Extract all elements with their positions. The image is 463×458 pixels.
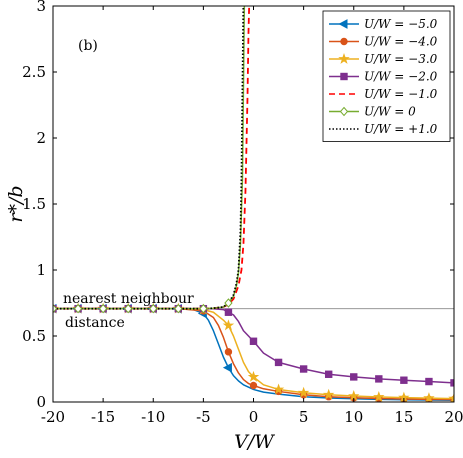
y-tick-label: 0: [36, 393, 46, 411]
x-axis-label: V/W: [234, 431, 275, 453]
y-axis-label: r*/b: [5, 185, 27, 222]
x-tick-label: 5: [299, 408, 309, 426]
y-tick-label: 3: [36, 0, 46, 15]
legend-marker: [340, 37, 348, 46]
x-tick-label: 10: [344, 408, 363, 426]
data-point: [299, 365, 308, 373]
y-tick-label: 1.5: [22, 195, 46, 213]
data-point: [448, 392, 454, 402]
reference-label-above: nearest neighbour: [63, 291, 194, 307]
data-point: [53, 303, 58, 314]
series-line-6: [53, 6, 245, 310]
data-point: [222, 362, 232, 373]
data-point: [324, 370, 333, 378]
data-point: [98, 303, 108, 314]
data-point: [224, 298, 233, 308]
data-point: [348, 390, 360, 401]
data-point: [247, 370, 260, 382]
x-tick-label: 0: [249, 408, 259, 426]
data-point: [249, 337, 258, 345]
data-point: [373, 390, 385, 402]
x-tick-label: 20: [444, 408, 463, 426]
data-point: [274, 358, 283, 367]
legend-entry: U/W = 0: [364, 105, 416, 119]
y-tick-label: 0.5: [22, 327, 46, 345]
data-point: [199, 303, 208, 314]
legend-entry: U/W = −1.0: [364, 87, 438, 101]
x-tick-label: -10: [141, 408, 165, 426]
data-point: [149, 303, 158, 314]
legend-marker: [338, 52, 350, 64]
legend-entry: U/W = −2.0: [364, 70, 438, 84]
x-tick-label: 15: [394, 408, 413, 426]
x-tick-label: -15: [91, 408, 115, 426]
y-tick-label: 1: [36, 261, 46, 279]
data-point: [400, 376, 408, 384]
data-point: [322, 388, 335, 400]
data-point: [224, 348, 233, 356]
data-point: [272, 383, 285, 395]
data-point: [350, 373, 358, 381]
x-tick-label: -20: [41, 408, 65, 426]
panel-label: (b): [78, 38, 98, 54]
legend-entry: U/W = −4.0: [364, 35, 438, 49]
legend-marker: [340, 72, 348, 81]
legend-entry: U/W = −3.0: [364, 52, 438, 66]
data-point: [423, 392, 435, 402]
data-point: [249, 381, 258, 390]
data-point: [124, 303, 133, 314]
legend-marker: [339, 106, 349, 117]
legend-marker: [338, 19, 348, 29]
legend-entry: U/W = +1.0: [364, 122, 438, 136]
data-point: [73, 303, 83, 314]
y-tick-label: 2: [36, 129, 46, 147]
data-point: [224, 308, 233, 316]
data-point: [425, 377, 433, 386]
data-point: [375, 375, 383, 383]
y-tick-label: 2.5: [22, 63, 46, 81]
data-point: [222, 319, 235, 331]
reference-label-below: distance: [65, 315, 125, 331]
data-point: [297, 386, 310, 398]
legend: U/W = −5.0 U/W = −4.0 U/W = −3.0 U/W = −2.0…: [322, 10, 451, 142]
legend-entry: U/W = −5.0: [364, 17, 438, 31]
data-point: [174, 303, 183, 314]
x-tick-label: -5: [196, 408, 211, 426]
